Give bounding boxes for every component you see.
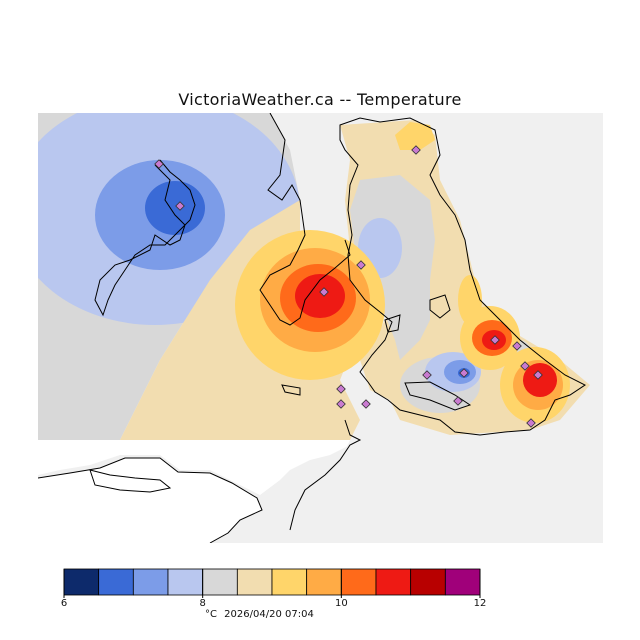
station-marker[interactable] [336, 384, 346, 394]
legend-swatch [306, 568, 342, 596]
station-marker[interactable] [361, 399, 371, 409]
station-marker[interactable] [520, 361, 530, 371]
legend-swatch [202, 568, 238, 596]
map-title: VictoriaWeather.ca -- Temperature [178, 90, 462, 109]
station-marker[interactable] [336, 399, 346, 409]
legend-swatch [375, 568, 412, 596]
legend-tick-label: 12 [473, 598, 487, 609]
legend-footer: °C 2026/04/20 07:04 [205, 609, 318, 620]
legend-swatch [98, 568, 134, 596]
legend-swatch [271, 568, 308, 596]
legend-swatch [340, 568, 377, 596]
legend-unit: °C [205, 609, 217, 620]
station-marker[interactable] [526, 418, 536, 428]
station-marker[interactable] [422, 370, 432, 380]
legend-swatch [410, 568, 446, 596]
station-marker[interactable] [356, 260, 366, 270]
temperature-field [38, 113, 590, 440]
legend-swatch [236, 568, 273, 596]
station-marker[interactable] [533, 370, 543, 380]
legend-swatch [63, 568, 100, 596]
station-markers [154, 145, 543, 428]
legend-tick-label: 8 [199, 598, 206, 609]
legend-swatch [167, 568, 204, 596]
station-marker[interactable] [512, 341, 522, 351]
station-marker[interactable] [459, 368, 469, 378]
legend-tick-label: 6 [60, 598, 68, 609]
station-marker[interactable] [453, 396, 463, 406]
station-marker[interactable] [319, 287, 329, 297]
station-marker[interactable] [175, 201, 185, 211]
legend-swatch [132, 568, 169, 596]
legend-bar [63, 568, 481, 598]
station-marker[interactable] [154, 159, 164, 169]
station-marker[interactable] [490, 335, 500, 345]
legend-swatch [444, 568, 481, 596]
timestamp: 2026/04/20 07:04 [224, 609, 314, 620]
legend-tick-label: 10 [334, 598, 348, 609]
coastlines [38, 113, 586, 543]
station-marker[interactable] [411, 145, 421, 155]
